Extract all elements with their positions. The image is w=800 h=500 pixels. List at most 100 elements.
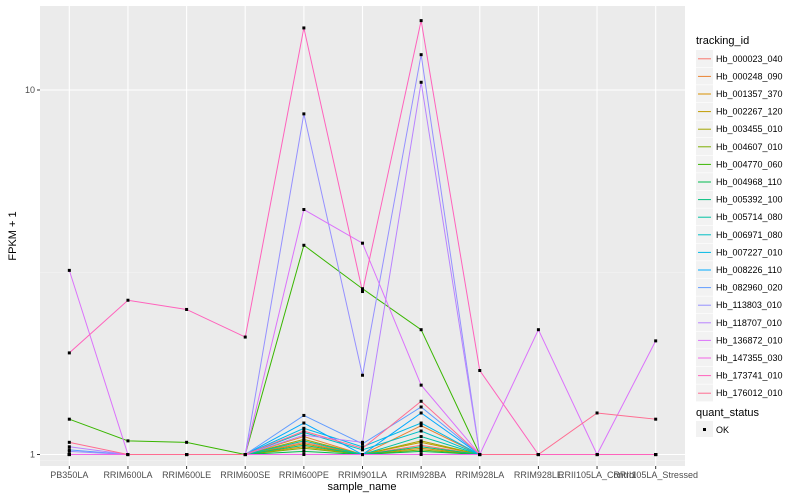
data-point <box>67 449 71 453</box>
point-legend-item-label: OK <box>716 425 729 435</box>
data-point <box>302 453 306 457</box>
data-point <box>419 449 423 453</box>
data-point <box>654 339 658 343</box>
legend-item-label: Hb_006971_080 <box>716 230 783 240</box>
data-point <box>361 448 364 452</box>
legend-item-label: Hb_136872_010 <box>716 335 783 345</box>
x-tick-label: RRIM928LE <box>514 470 563 480</box>
legend-item-label: Hb_005714_080 <box>716 212 783 222</box>
data-point <box>302 443 306 447</box>
data-point <box>302 26 306 30</box>
data-point <box>302 439 306 443</box>
data-point <box>126 439 130 443</box>
data-point <box>67 448 71 452</box>
x-tick-label: RRIM928LA <box>455 470 504 480</box>
data-point <box>67 440 71 444</box>
legend-item-label: Hb_007227_010 <box>716 247 783 257</box>
data-point <box>419 399 423 403</box>
data-point <box>361 290 364 294</box>
data-point <box>302 449 306 453</box>
data-points <box>67 19 658 457</box>
y-tick-label: 1 <box>30 450 35 460</box>
data-point <box>419 328 423 332</box>
legend-item-label: Hb_176012_010 <box>716 388 783 398</box>
data-point <box>361 440 364 444</box>
legend-item-label: Hb_118707_010 <box>716 318 782 328</box>
data-point <box>654 417 658 421</box>
legend-item-label: Hb_082960_020 <box>716 283 783 293</box>
data-point <box>302 112 306 116</box>
x-axis-title: sample_name <box>327 481 396 493</box>
legend-item-label: Hb_113803_010 <box>716 300 782 310</box>
data-point <box>67 268 71 272</box>
data-point <box>126 453 130 457</box>
x-tick-label: RRIM600PE <box>279 470 329 480</box>
data-point <box>185 453 189 457</box>
data-point <box>185 307 189 311</box>
data-point <box>67 453 71 457</box>
data-point <box>67 417 71 421</box>
data-point <box>595 411 599 415</box>
legend-item-label: Hb_000248_090 <box>716 71 783 81</box>
data-point <box>536 328 540 332</box>
data-point <box>361 445 364 449</box>
data-point <box>419 19 423 23</box>
data-point <box>419 53 423 57</box>
data-point <box>302 445 306 449</box>
legend-item-label: Hb_003455_010 <box>716 124 783 134</box>
data-point <box>419 405 423 409</box>
data-point <box>302 429 306 433</box>
legend-item-label: Hb_004770_060 <box>716 159 783 169</box>
data-point <box>243 453 247 457</box>
legend-item-label: Hb_147355_030 <box>716 353 783 363</box>
data-point <box>419 429 423 433</box>
legend-item-label: Hb_000023_040 <box>716 54 783 64</box>
point-legend-title: quant_status <box>696 407 759 419</box>
data-point <box>419 448 423 452</box>
x-tick-label: RRIM600LA <box>103 470 152 480</box>
data-point <box>419 453 423 457</box>
data-point <box>478 453 482 457</box>
data-point <box>419 445 423 449</box>
x-tick-label: RRIM928BA <box>396 470 446 480</box>
data-point <box>302 413 306 417</box>
data-point <box>361 241 364 245</box>
axes: 1 10 PB350LA RRIM600LA RRIM600LE RRIM600SE RRI… <box>25 85 698 480</box>
data-point <box>478 369 482 373</box>
x-tick-label: RRII105LA_Stressed <box>613 470 698 480</box>
data-point <box>536 453 540 457</box>
data-point <box>126 298 130 302</box>
data-point <box>419 443 423 447</box>
data-point <box>302 433 306 437</box>
data-point <box>185 440 189 444</box>
data-point <box>419 439 423 443</box>
x-tick-label: RRII105LA_Control <box>558 470 636 480</box>
data-point <box>419 446 423 450</box>
legend-item-label: Hb_173741_010 <box>716 371 783 381</box>
data-point <box>419 421 423 425</box>
data-point <box>419 411 423 415</box>
x-tick-label: RRIM600LE <box>162 470 211 480</box>
legend-item-label: Hb_002267_120 <box>716 107 783 117</box>
data-point <box>419 435 423 439</box>
legend-item-label: Hb_004607_010 <box>716 142 783 152</box>
legend-point <box>703 428 706 431</box>
legend-title: tracking_id <box>696 35 749 47</box>
data-point <box>419 383 423 387</box>
data-point <box>419 424 423 428</box>
x-tick-label: RRIM901LA <box>338 470 387 480</box>
data-point <box>302 426 306 430</box>
legend: tracking_id quant_status OK Hb_000023_04… <box>696 35 783 437</box>
data-point <box>302 421 306 425</box>
x-tick-label: PB350LA <box>50 470 88 480</box>
grid <box>40 6 685 466</box>
x-tick-label: RRIM600SE <box>220 470 270 480</box>
data-point <box>361 287 364 291</box>
data-point <box>595 453 599 457</box>
legend-item-label: Hb_008226_110 <box>716 265 782 275</box>
data-point <box>243 335 247 339</box>
data-point <box>67 351 71 355</box>
y-tick-label: 10 <box>25 85 35 95</box>
data-point <box>361 373 364 377</box>
